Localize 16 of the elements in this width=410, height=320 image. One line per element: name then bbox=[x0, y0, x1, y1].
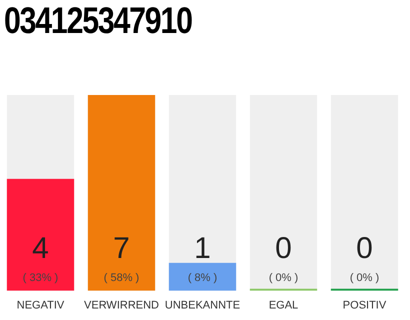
annotation: ( 0% ) bbox=[350, 272, 380, 284]
data-label: 0 bbox=[356, 232, 373, 265]
x-tick-label: UNBEKANNTE bbox=[164, 299, 240, 312]
x-tick-label: NEGATIV bbox=[16, 299, 65, 312]
x-tick-label: VERWIRREND bbox=[84, 299, 160, 312]
annotation: ( 58% ) bbox=[104, 272, 140, 284]
data-label: 7 bbox=[113, 232, 130, 265]
data-label: 4 bbox=[32, 232, 49, 265]
x-tick-label: POSITIV bbox=[342, 299, 387, 312]
annotation: ( 8% ) bbox=[188, 272, 218, 284]
annotation: ( 0% ) bbox=[268, 272, 298, 284]
data-label: 0 bbox=[275, 232, 292, 265]
annotation: ( 33% ) bbox=[22, 272, 58, 284]
data-label: 1 bbox=[194, 232, 211, 265]
chart-title: 034125347910 bbox=[4, 0, 192, 42]
x-tick-label: EGAL bbox=[268, 299, 298, 312]
